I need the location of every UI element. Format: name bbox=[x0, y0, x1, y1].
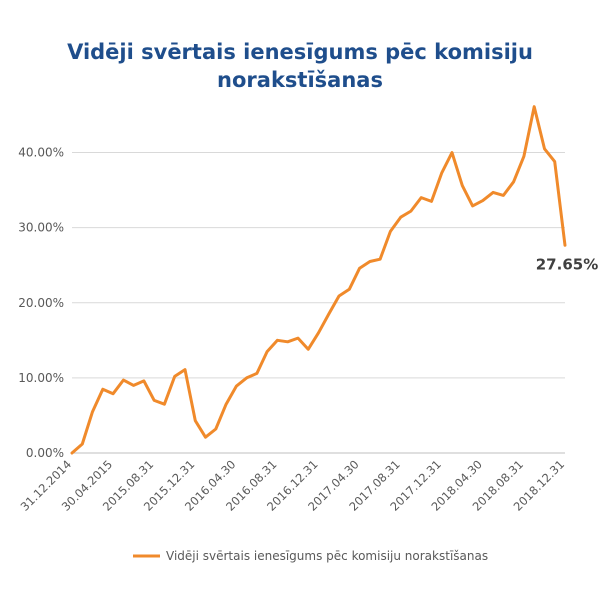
y-tick-label: 0.00% bbox=[26, 446, 64, 460]
data-labels: 27.65% bbox=[536, 255, 598, 273]
y-axis-ticks: 0.00% 10.00% 20.00% 30.00% 40.00% bbox=[18, 146, 64, 460]
y-tick-label: 10.00% bbox=[18, 371, 64, 385]
chart-title: Vidēji svērtais ienesīgums pēc komisiju … bbox=[67, 40, 533, 92]
legend-label: Vidēji svērtais ienesīgums pēc komisiju … bbox=[166, 549, 488, 563]
series-line bbox=[70, 105, 567, 455]
series-layer bbox=[70, 105, 567, 455]
legend: Vidēji svērtais ienesīgums pēc komisiju … bbox=[133, 549, 488, 563]
y-tick-label: 30.00% bbox=[18, 221, 64, 235]
y-tick-label: 20.00% bbox=[18, 296, 64, 310]
gridlines bbox=[72, 152, 565, 454]
end-value-label: 27.65% bbox=[536, 255, 598, 273]
x-axis-ticks: 31.12.201430.04.20152015.08.312015.12.31… bbox=[18, 457, 567, 513]
y-tick-label: 40.00% bbox=[18, 146, 64, 160]
